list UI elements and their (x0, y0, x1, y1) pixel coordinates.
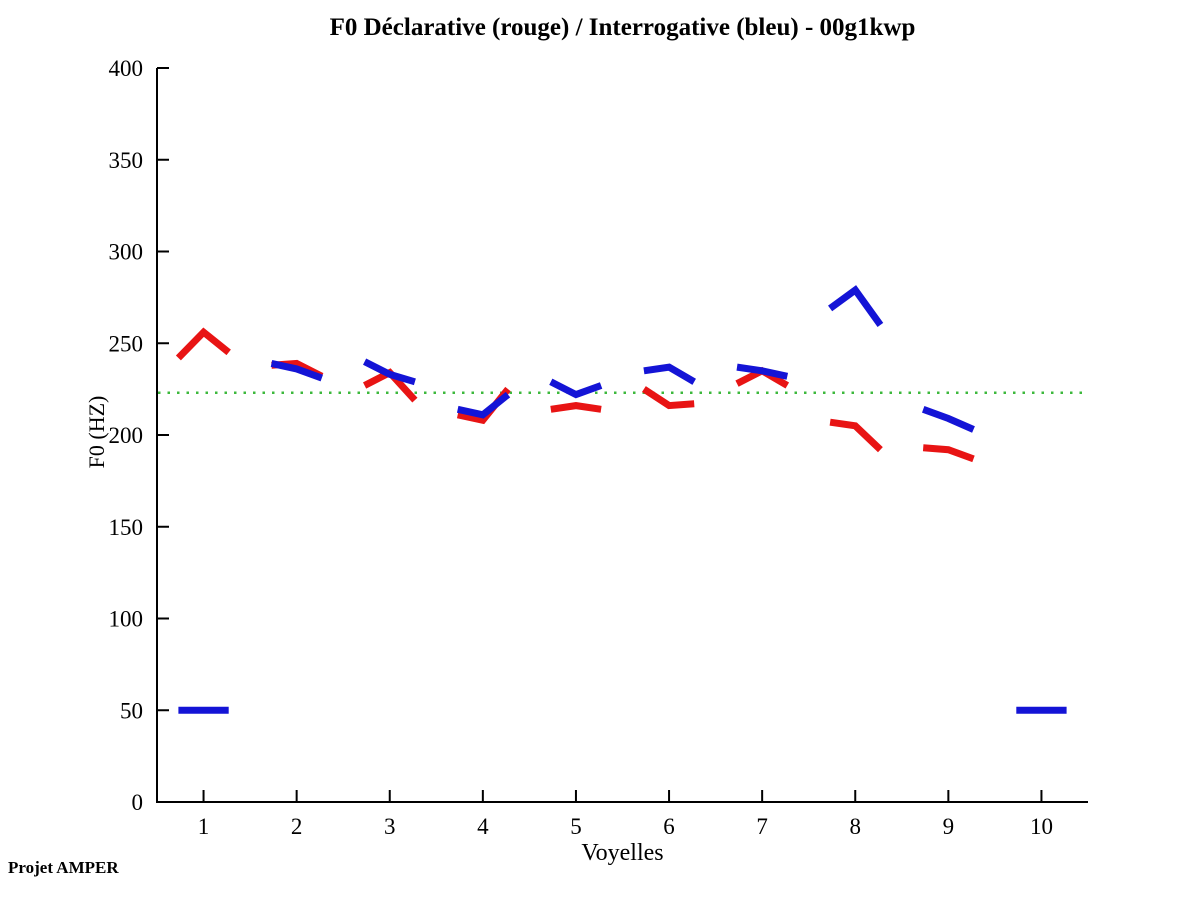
interrogative-segment-vowel-6 (643, 363, 696, 385)
x-tick-label: 1 (198, 814, 210, 839)
déclarative-segment-vowel-6 (641, 386, 695, 410)
x-tick-label: 7 (756, 814, 768, 839)
y-tick-label: 350 (109, 148, 144, 173)
interrogative-segment-vowel-5 (549, 378, 603, 399)
x-tick-label: 5 (570, 814, 582, 839)
x-tick-label: 2 (291, 814, 303, 839)
y-tick-label: 400 (109, 56, 144, 81)
interrogative-segment-vowel-8 (828, 285, 884, 327)
interrogative-segment-vowel-9 (921, 406, 975, 433)
y-tick-label: 50 (120, 698, 143, 723)
déclarative-segment-vowel-1 (175, 327, 231, 361)
y-tick-label: 300 (109, 240, 144, 265)
interrogative-segment-vowel-3 (363, 358, 416, 386)
x-tick-label: 8 (850, 814, 862, 839)
x-tick-label: 6 (663, 814, 675, 839)
x-axis-label: Voyelles (581, 840, 664, 866)
y-tick-label: 200 (109, 423, 144, 448)
y-tick-label: 250 (109, 331, 144, 356)
déclarative-segment-vowel-5 (550, 402, 602, 413)
chart-title: F0 Déclarative (rouge) / Interrogative (… (329, 14, 916, 41)
déclarative-segment-vowel-9 (922, 444, 975, 463)
x-tick-label: 10 (1030, 814, 1053, 839)
x-tick-label: 3 (384, 814, 396, 839)
interrogative-segment-vowel-7 (736, 363, 789, 380)
y-tick-label: 150 (109, 515, 144, 540)
y-tick-label: 0 (132, 790, 144, 815)
déclarative-segment-vowel-8 (829, 418, 883, 453)
y-tick-label: 100 (109, 607, 144, 632)
project-footer: Projet AMPER (8, 858, 119, 877)
axes-lines (156, 68, 1088, 803)
x-tick-label: 9 (943, 814, 955, 839)
x-tick-label: 4 (477, 814, 489, 839)
interrogative-segment-vowel-4 (456, 391, 511, 419)
interrogative-segment-vowel-2 (270, 359, 324, 382)
